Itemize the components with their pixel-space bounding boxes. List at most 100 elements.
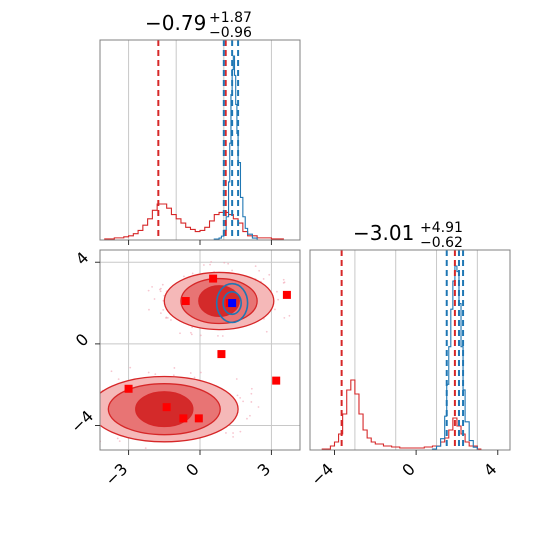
quantile-lines	[340, 250, 465, 450]
title-sub: −0.96	[209, 25, 252, 41]
grid-lines	[128, 40, 272, 240]
sample-point	[74, 396, 76, 398]
marker-red-square	[282, 290, 291, 299]
quantile-lines	[157, 40, 240, 240]
histogram-series	[321, 265, 482, 451]
sample-point	[274, 308, 276, 311]
sample-point	[232, 436, 234, 438]
sample-point	[116, 437, 119, 440]
marker-red-square	[217, 350, 226, 359]
x-tick-label: 0	[398, 459, 419, 480]
marker-red-square	[179, 414, 188, 423]
panel-title: −3.01 +4.91 −0.62	[353, 220, 463, 251]
sample-point	[249, 414, 251, 417]
x-tick-label: −3	[101, 459, 131, 489]
sample-point	[236, 394, 239, 397]
title-main: −3.01	[353, 221, 414, 245]
sample-point	[239, 396, 242, 399]
sample-point	[162, 308, 165, 311]
sample-point	[242, 400, 245, 403]
sample-point	[63, 399, 65, 401]
sample-point	[65, 421, 67, 423]
sample-point	[71, 408, 73, 410]
x-ticks: −3 0 3	[101, 450, 274, 490]
contour-level-blue	[215, 282, 249, 324]
marker-red-square	[162, 403, 171, 412]
histogram-panel-top-left: −0.79 +1.87 −0.96	[99, 10, 301, 245]
sample-point	[239, 430, 242, 433]
sample-point	[82, 403, 84, 405]
sample-point	[225, 432, 227, 434]
sample-point	[246, 417, 248, 420]
sample-point	[147, 371, 150, 374]
panel-title: −0.79 +1.87 −0.96	[145, 10, 252, 41]
axes-frame	[99, 39, 301, 241]
sample-point	[183, 275, 185, 278]
sample-point	[179, 332, 181, 335]
sample-point	[268, 273, 271, 276]
sample-point	[153, 298, 156, 300]
histogram-step-red	[321, 379, 482, 451]
sample-point	[276, 290, 278, 293]
sample-point	[170, 319, 172, 321]
histogram-series	[104, 55, 288, 241]
sample-point	[89, 395, 91, 397]
sample-point	[151, 285, 153, 288]
sample-point	[95, 407, 97, 409]
sample-point	[189, 372, 192, 374]
marker-red-square	[124, 384, 133, 393]
sample-point	[118, 440, 121, 443]
sample-point	[231, 269, 233, 272]
marker-red-square	[272, 376, 281, 385]
sample-point	[217, 334, 219, 337]
sample-point	[202, 264, 205, 266]
marker-red-square	[194, 414, 203, 423]
sample-point	[227, 262, 230, 265]
sample-point	[210, 260, 213, 263]
sample-point	[190, 333, 193, 336]
sample-point	[172, 374, 175, 377]
sample-point	[191, 272, 194, 275]
sample-point	[258, 269, 261, 272]
contour-panel-bottom-left: −3 0 3 −4 0 4	[63, 248, 301, 490]
sample-point	[283, 281, 286, 284]
histogram-step-red	[104, 203, 288, 241]
sample-point	[159, 312, 162, 315]
sample-point	[277, 298, 280, 301]
sample-point	[164, 450, 166, 452]
sample-point	[161, 283, 164, 286]
sample-point	[165, 317, 167, 319]
sample-point	[288, 314, 291, 317]
y-ticks: −4 0 4	[67, 248, 100, 437]
sample-point	[235, 378, 238, 380]
sample-point	[148, 308, 150, 311]
marker-blue-square	[228, 299, 237, 308]
sample-point	[265, 330, 268, 333]
sample-point	[221, 335, 224, 337]
x-tick-label: 4	[480, 459, 501, 480]
sample-point	[129, 366, 132, 369]
title-sup: +1.87	[209, 10, 252, 26]
sample-point	[154, 373, 157, 376]
y-tick-label: 4	[72, 248, 93, 269]
sample-point	[257, 406, 260, 408]
x-tick-label: 0	[182, 459, 203, 480]
sample-point	[147, 289, 150, 292]
sample-point	[262, 278, 265, 280]
sample-point	[254, 265, 257, 268]
sample-point	[80, 398, 82, 400]
sample-point	[159, 290, 162, 293]
contour-plot-area	[63, 260, 291, 452]
contour-level-blue	[222, 291, 242, 316]
sample-point	[98, 429, 100, 431]
sample-point	[199, 371, 202, 374]
sample-point	[209, 263, 211, 266]
sample-point	[189, 331, 192, 334]
sample-point	[144, 447, 147, 450]
x-ticks: −4 0 4	[307, 450, 501, 490]
grid-lines	[354, 250, 478, 450]
sample-point	[250, 401, 253, 403]
contour-level-red	[198, 285, 240, 317]
y-tick-label: −4	[67, 407, 97, 437]
